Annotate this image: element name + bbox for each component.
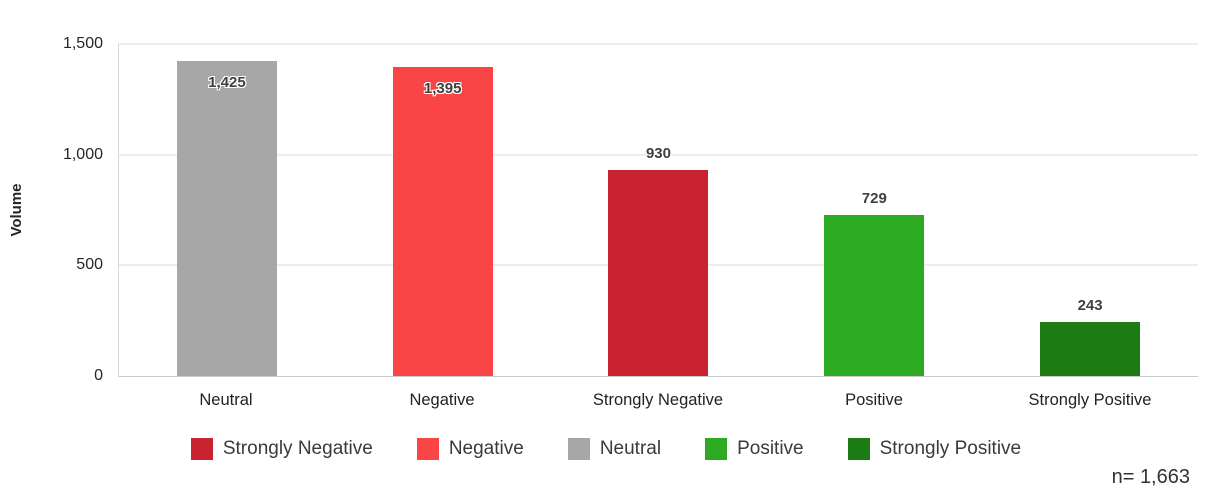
- legend-label-positive: Positive: [737, 438, 804, 459]
- x-tick-label-negative: Negative: [409, 391, 475, 409]
- gridline-1,500: [119, 43, 1198, 45]
- legend-item-positive: Positive: [705, 438, 804, 460]
- y-tick-label: 1,500: [62, 35, 103, 52]
- bar-column-strongly-positive: 243: [982, 44, 1198, 376]
- sample-size-annotation: n= 1,663: [1111, 466, 1190, 488]
- bar-strongly-positive: [1040, 322, 1141, 376]
- x-tick-label-positive: Positive: [845, 391, 903, 409]
- x-tick-label-strongly-positive: Strongly Positive: [1028, 391, 1152, 409]
- legend-swatch-negative: [416, 438, 439, 460]
- bar-column-negative: 1,395: [335, 44, 551, 376]
- legend-swatch-positive: [705, 438, 728, 460]
- bar-value-label-positive: 729: [861, 189, 887, 207]
- legend-swatch-strongly-negative: [190, 438, 213, 460]
- legend-label-strongly-negative: Strongly Negative: [222, 438, 373, 459]
- bar-strongly-negative: [608, 170, 709, 376]
- legend-item-neutral: Neutral: [567, 438, 662, 460]
- y-tick-label: 1,000: [62, 145, 103, 163]
- y-tick-label: 0: [94, 367, 103, 384]
- x-axis-labels: Neutral Negative Strongly Negative Positive…: [118, 377, 1198, 410]
- legend-swatch-strongly-positive: [847, 438, 870, 460]
- legend-label-neutral: Neutral: [599, 438, 662, 459]
- legend: Strongly Negative Negative Neutral Positive…: [0, 438, 1212, 460]
- x-tick-label-strongly-negative: Strongly Negative: [592, 391, 724, 409]
- bar-positive: [824, 214, 925, 376]
- bar-value-label-neutral: 1,425: [208, 73, 246, 91]
- legend-label-strongly-positive: Strongly Positive: [879, 438, 1022, 459]
- bars-container: 1,425 1,395 930 729 243: [119, 44, 1198, 376]
- plot-area: 0 500 1,000 1,500 1,425 1,395 930 729 243: [63, 35, 1198, 384]
- bar-neutral: [176, 60, 277, 376]
- y-axis-title: Volume: [8, 183, 25, 237]
- bar-negative: [392, 67, 493, 376]
- bar-value-label-strongly-positive: 243: [1077, 297, 1103, 315]
- legend-item-strongly-positive: Strongly Positive: [847, 438, 1022, 460]
- y-tick-label: 500: [76, 256, 103, 274]
- bar-column-neutral: 1,425: [119, 44, 335, 376]
- legend-swatch-neutral: [567, 438, 590, 460]
- gridline-1,000: [119, 154, 1198, 156]
- bar-column-strongly-negative: 930: [551, 44, 767, 376]
- bar-column-positive: 729: [766, 44, 982, 376]
- legend-label-negative: Negative: [448, 438, 524, 459]
- bar-value-label-strongly-negative: 930: [645, 145, 671, 163]
- legend-item-negative: Negative: [416, 438, 524, 460]
- x-tick-label-neutral: Neutral: [199, 391, 253, 409]
- legend-item-strongly-negative: Strongly Negative: [190, 438, 373, 460]
- bar-value-label-negative: 1,395: [423, 80, 462, 98]
